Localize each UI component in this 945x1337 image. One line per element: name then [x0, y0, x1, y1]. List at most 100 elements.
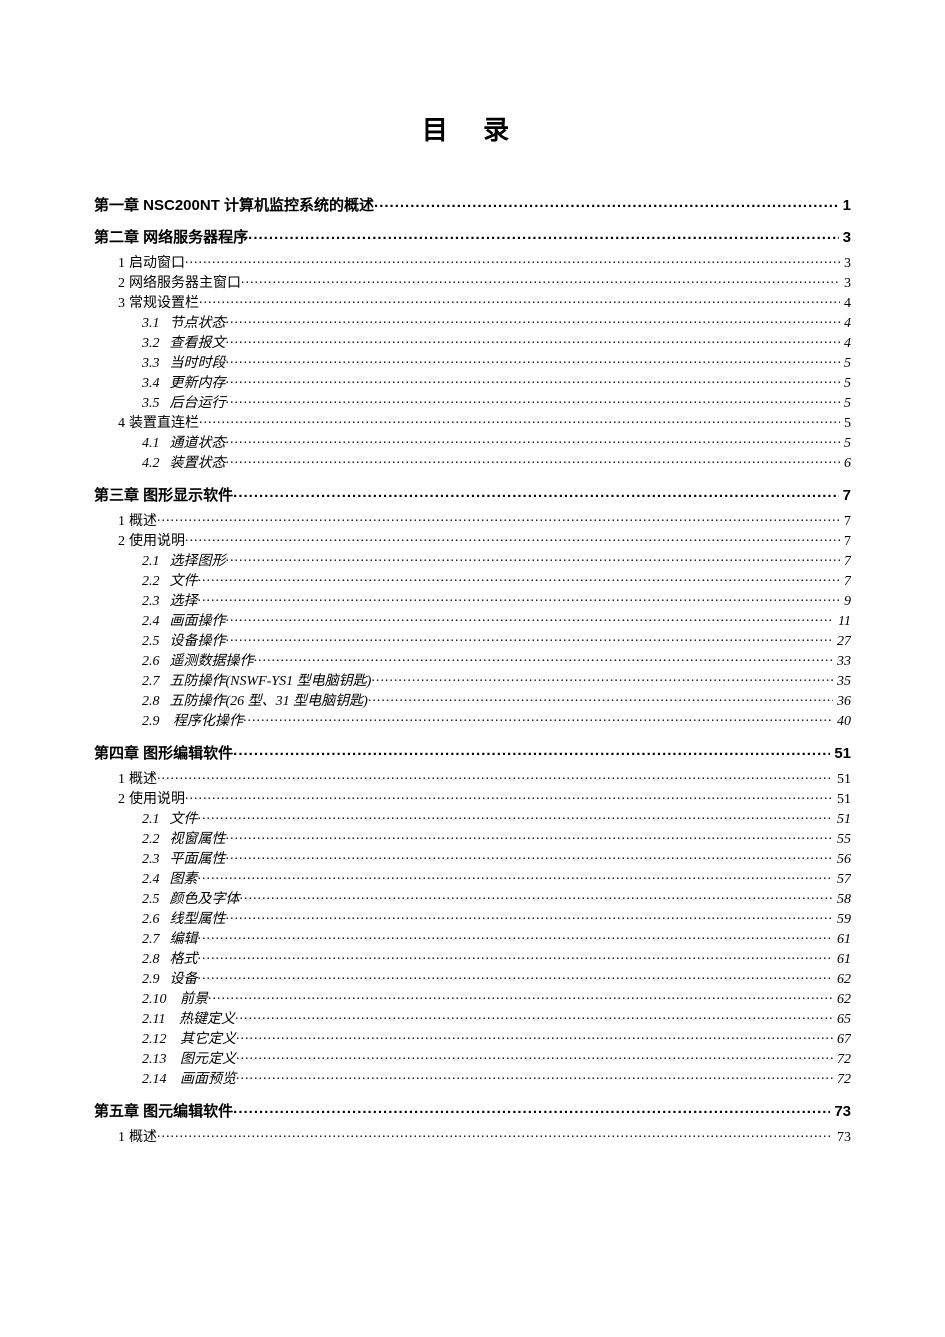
toc-leader-dots	[157, 769, 833, 783]
toc-leader-dots	[198, 809, 834, 823]
toc-leader-dots	[199, 293, 840, 307]
toc-entry-label: 2.8五防操作(26 型、31 型电脑钥匙)	[142, 695, 368, 709]
toc-entry: 3.4更新内存5	[94, 373, 851, 391]
toc-entry-page: 27	[833, 635, 851, 649]
toc-entry-number: 2	[118, 534, 125, 549]
toc-entry-label: 2.2文件	[142, 575, 198, 589]
toc-entry-label: 2.2视窗属性	[142, 833, 226, 847]
toc-leader-dots	[240, 889, 834, 903]
toc-leader-dots	[226, 829, 834, 843]
toc-entry-page: 5	[840, 357, 851, 371]
toc-entry-label: 2.6线型属性	[142, 913, 226, 927]
toc-leader-dots	[226, 909, 834, 923]
toc-entry-page: 72	[833, 1073, 851, 1087]
toc-entry-text: 视窗属性	[170, 832, 226, 847]
toc-entry-text: 通道状态	[170, 436, 226, 451]
toc-leader-dots	[198, 591, 841, 605]
toc-entry: 2.1文件51	[94, 809, 851, 827]
toc-entry: 2.5 设备操作 27	[94, 631, 851, 649]
toc-entry-page: 3	[840, 277, 851, 291]
toc-leader-dots	[248, 227, 838, 242]
toc-entry-label: 4.1通道状态	[142, 437, 226, 451]
toc-leader-dots	[243, 711, 833, 725]
toc-entry-text: 颜色及字体	[170, 892, 240, 907]
toc-entry-text: 设备操作	[170, 634, 226, 649]
toc-leader-dots	[233, 485, 838, 500]
toc-entry-number: 1	[118, 514, 125, 529]
toc-entry-text: 概述	[129, 1130, 157, 1145]
toc-entry-text: 热键定义	[175, 1012, 235, 1027]
toc-entry-number: 2.11	[142, 1012, 165, 1027]
toc-entry-text: 五防操作(NSWF-YS1 型电脑钥匙)	[170, 674, 372, 689]
toc-entry: 1概述51	[94, 769, 851, 787]
toc-leader-dots	[236, 1049, 833, 1063]
toc-entry-text: 装置直连栏	[129, 416, 199, 431]
toc-leader-dots	[254, 651, 834, 665]
toc-entry-number: 2	[118, 792, 125, 807]
toc-entry-page: 36	[833, 695, 851, 709]
toc-entry: 3常规设置栏4	[94, 293, 851, 311]
toc-entry: 2.9设备62	[94, 969, 851, 987]
toc-entry-page: 35	[833, 675, 851, 689]
toc-entry: 4.2装置状态6	[94, 453, 851, 471]
toc-entry: 2.3选择9	[94, 591, 851, 609]
toc-entry-label: 1概述	[118, 1131, 157, 1145]
toc-entry-number: 2	[118, 276, 125, 291]
toc-entry-number: 2.8	[142, 952, 160, 967]
toc-entry-label: 2使用说明	[118, 535, 185, 549]
toc-entry-text: 节点状态	[170, 316, 226, 331]
toc-entry-text: 画面预览	[177, 1072, 237, 1087]
toc-entry: 2.13 图元定义72	[94, 1049, 851, 1067]
page-title: 目 录	[94, 110, 851, 147]
toc-entry-text: 前景	[177, 992, 209, 1007]
toc-entry: 2使用说明7	[94, 531, 851, 549]
toc-entry-label: 2.14 画面预览	[142, 1073, 236, 1087]
toc-leader-dots	[233, 1101, 830, 1116]
toc-leader-dots	[226, 849, 834, 863]
toc-entry: 3.5后台运行5	[94, 393, 851, 411]
toc-entry-text: 当时时段	[170, 356, 226, 371]
toc-entry-label: 3.2查看报文	[142, 337, 226, 351]
toc-entry-text: 启动窗口	[129, 256, 185, 271]
toc-entry-number: 2.10	[142, 992, 167, 1007]
toc-entry-label: 2.7编辑	[142, 933, 198, 947]
toc-entry-page: 9	[840, 595, 851, 609]
toc-entry-number: 2.7	[142, 674, 160, 689]
toc-entry-number: 2.4	[142, 614, 160, 629]
toc-entry-text: 程序化操作	[170, 714, 244, 729]
toc-entry-text: 网络服务器主窗口	[129, 276, 241, 291]
toc-entry: 2.14 画面预览 72	[94, 1069, 851, 1087]
toc-entry-page: 5	[840, 377, 851, 391]
toc-entry-label: 1概述	[118, 773, 157, 787]
toc-entry: 第四章 图形编辑软件51	[94, 743, 851, 761]
toc-leader-dots	[157, 1127, 833, 1141]
toc-entry-label: 2.6遥测数据操作	[142, 655, 254, 669]
toc-entry-number: 2.5	[142, 634, 160, 649]
toc-entry-page: 7	[840, 575, 851, 589]
toc-entry-text: 编辑	[170, 932, 198, 947]
toc-entry-page: 61	[833, 953, 851, 967]
toc-entry-label: 2.11 热键定义	[142, 1013, 235, 1027]
toc-leader-dots	[226, 631, 834, 645]
toc-entry-label: 2.9设备	[142, 973, 198, 987]
toc-entry: 3.1节点状态4	[94, 313, 851, 331]
toc-entry-text: 文件	[170, 812, 198, 827]
toc-entry-label: 2.10 前景	[142, 993, 208, 1007]
toc-entry-number: 3.1	[142, 316, 160, 331]
toc-leader-dots	[236, 1029, 833, 1043]
toc-entry-number: 1	[118, 256, 125, 271]
toc-entry-text: 图元定义	[177, 1052, 237, 1067]
toc-entry: 第二章 网络服务器程序3	[94, 227, 851, 245]
toc-entry-page: 33	[833, 655, 851, 669]
toc-leader-dots	[226, 313, 841, 327]
toc-entry-label: 2.13 图元定义	[142, 1053, 236, 1067]
toc-entry-number: 2.9	[142, 972, 160, 987]
toc-entry: 2 网络服务器主窗口 3	[94, 273, 851, 291]
toc-entry-text: 概述	[129, 772, 157, 787]
toc-leader-dots	[199, 413, 840, 427]
toc-leader-dots	[233, 743, 830, 758]
toc-entry-number: 2.12	[142, 1032, 167, 1047]
toc-entry-label: 4装置直连栏	[118, 417, 199, 431]
toc-leader-dots	[226, 611, 835, 625]
toc-entry-page: 4	[840, 297, 851, 311]
